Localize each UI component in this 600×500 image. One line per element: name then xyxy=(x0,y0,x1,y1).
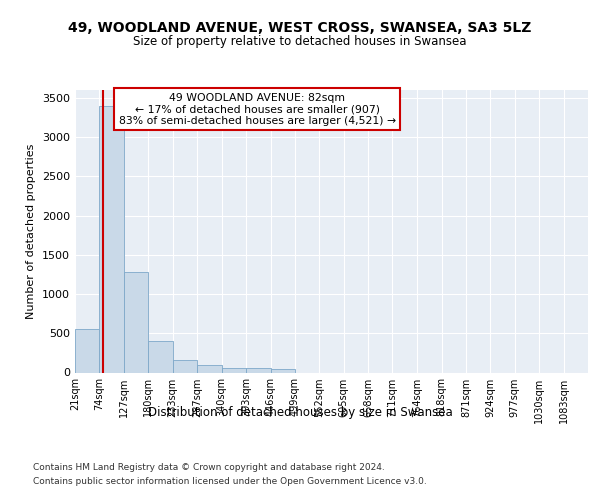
Bar xyxy=(100,106,124,372)
Text: 49 WOODLAND AVENUE: 82sqm
← 17% of detached houses are smaller (907)
83% of semi: 49 WOODLAND AVENUE: 82sqm ← 17% of detac… xyxy=(119,93,395,126)
Bar xyxy=(246,368,271,372)
Text: 49, WOODLAND AVENUE, WEST CROSS, SWANSEA, SA3 5LZ: 49, WOODLAND AVENUE, WEST CROSS, SWANSEA… xyxy=(68,20,532,34)
Bar xyxy=(148,341,173,372)
Text: Contains HM Land Registry data © Crown copyright and database right 2024.: Contains HM Land Registry data © Crown c… xyxy=(33,463,385,472)
Text: Contains public sector information licensed under the Open Government Licence v3: Contains public sector information licen… xyxy=(33,476,427,486)
Bar xyxy=(173,360,197,372)
Bar xyxy=(124,272,148,372)
Text: Size of property relative to detached houses in Swansea: Size of property relative to detached ho… xyxy=(133,34,467,48)
Bar xyxy=(197,366,222,372)
Bar xyxy=(222,368,246,372)
Text: Distribution of detached houses by size in Swansea: Distribution of detached houses by size … xyxy=(148,406,452,419)
Bar xyxy=(75,328,100,372)
Bar xyxy=(271,368,295,372)
Y-axis label: Number of detached properties: Number of detached properties xyxy=(26,144,37,319)
